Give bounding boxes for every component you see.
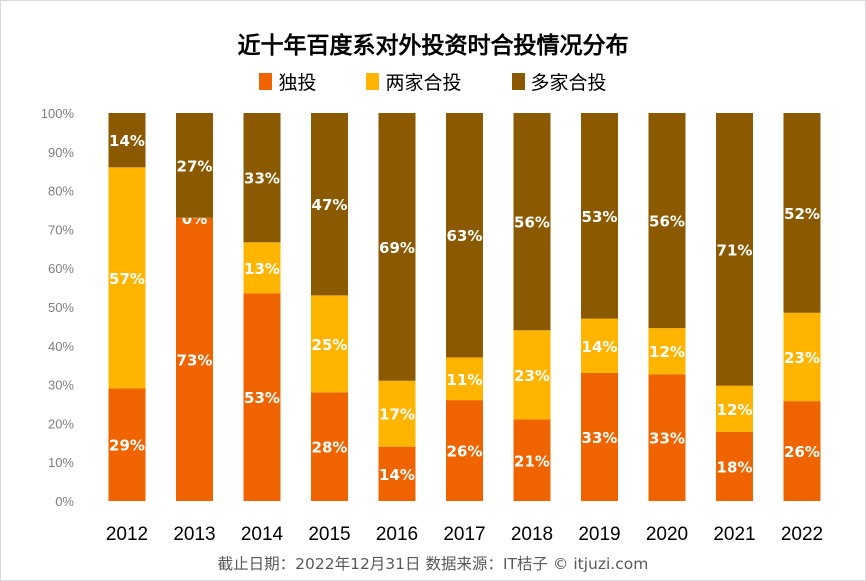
legend-swatch-two [366,73,380,90]
data-label: 57% [109,270,145,288]
x-tick-label: 2017 [443,524,485,545]
legend: 独投 两家合投 多家合投 [0,68,866,95]
data-label: 26% [784,443,820,461]
bar-segment [446,357,483,401]
x-tick-label: 2016 [376,524,418,545]
data-label: 12% [717,401,753,419]
bar-segment [513,330,551,420]
legend-item-solo: 独投 [259,68,316,95]
x-tick-label: 2015 [308,524,350,545]
data-label: 53% [244,389,280,407]
y-tick-label: 10% [48,455,74,470]
bar-segment [648,374,686,501]
bar-segment [378,380,416,447]
legend-swatch-solo [259,73,273,90]
bar-segment [176,217,213,501]
x-tick-label: 2014 [241,524,284,545]
bar-segment [783,312,821,402]
data-label: 33% [582,429,618,447]
y-tick-label: 20% [48,416,74,431]
x-tick-label: 2022 [781,524,823,545]
x-tick-label: 2013 [173,524,215,545]
data-label: 25% [312,336,348,354]
legend-label-two: 两家合投 [385,72,462,94]
bar-segment [581,318,618,373]
data-label: 26% [447,443,483,461]
data-label: 69% [379,239,415,257]
y-tick-label: 0% [55,494,74,509]
data-label: 11% [447,371,483,389]
y-tick-label: 50% [48,300,74,315]
y-tick-label: 90% [48,145,74,160]
bar-segment [783,113,821,313]
data-label: 56% [514,214,550,232]
bar-segment [176,113,213,218]
bar-segment [783,401,821,501]
data-label: 12% [649,343,685,361]
footer-source: 截止日期：2022年12月31日 数据来源：IT桔子 © itjuzi.com [217,555,649,573]
data-label: 33% [649,430,685,448]
data-label: 27% [177,157,213,175]
data-label: 14% [582,338,618,356]
y-tick-label: 70% [48,222,74,237]
bar-segment [243,293,281,501]
x-tick-label: 2018 [511,524,553,545]
bar-segment [378,446,416,501]
y-tick-label: 80% [48,184,74,199]
bar-segment [648,113,686,329]
data-label: 14% [379,466,415,484]
data-label: 71% [717,241,753,259]
bar-segment [108,167,146,389]
data-label: 23% [784,349,820,367]
chart-title: 近十年百度系对外投资时合投情况分布 [237,33,629,59]
legend-label-multi: 多家合投 [530,72,607,94]
data-label: 63% [447,227,483,245]
data-label: 52% [784,205,820,223]
data-label: 47% [312,196,348,214]
bar-segment [378,113,416,381]
bar-segment [243,242,281,294]
bar-segment [311,392,348,501]
bar-segment [581,113,618,319]
data-label: 33% [244,170,280,188]
data-label: 56% [649,213,685,231]
bar-segment [716,113,753,386]
data-label: 53% [582,208,618,226]
bar-segment [581,372,618,501]
legend-item-multi: 多家合投 [511,68,607,95]
data-label: 14% [109,132,145,150]
bar-segment [513,113,551,331]
bar-segment [446,113,483,358]
x-tick-label: 2012 [106,524,148,545]
x-tick-label: 2020 [646,524,688,545]
data-label: 23% [514,367,550,385]
y-tick-label: 100% [41,106,75,121]
data-label: 17% [379,406,415,424]
legend-item-two: 两家合投 [366,68,462,95]
bar-segment [243,113,281,243]
bar-segment [648,328,686,375]
data-label: 29% [109,437,145,455]
bar-segment [513,419,551,501]
bar-segment [311,295,348,393]
legend-swatch-multi [511,73,525,90]
y-tick-label: 60% [48,261,74,276]
y-tick-label: 40% [48,339,74,354]
data-label: 73% [177,351,213,369]
legend-label-solo: 独投 [278,72,317,94]
data-label: 28% [312,439,348,457]
bar-segment [311,113,348,296]
data-label: 18% [717,458,753,476]
bar-segment [716,385,753,432]
bar-segment [446,400,483,501]
data-label: 21% [514,452,550,470]
bar-segment [108,388,146,501]
data-label: 13% [244,260,280,278]
bar-segment [716,431,753,501]
x-tick-label: 2021 [713,524,755,545]
bar-segment [108,113,146,168]
x-tick-label: 2019 [578,524,620,545]
y-tick-label: 30% [48,378,74,393]
